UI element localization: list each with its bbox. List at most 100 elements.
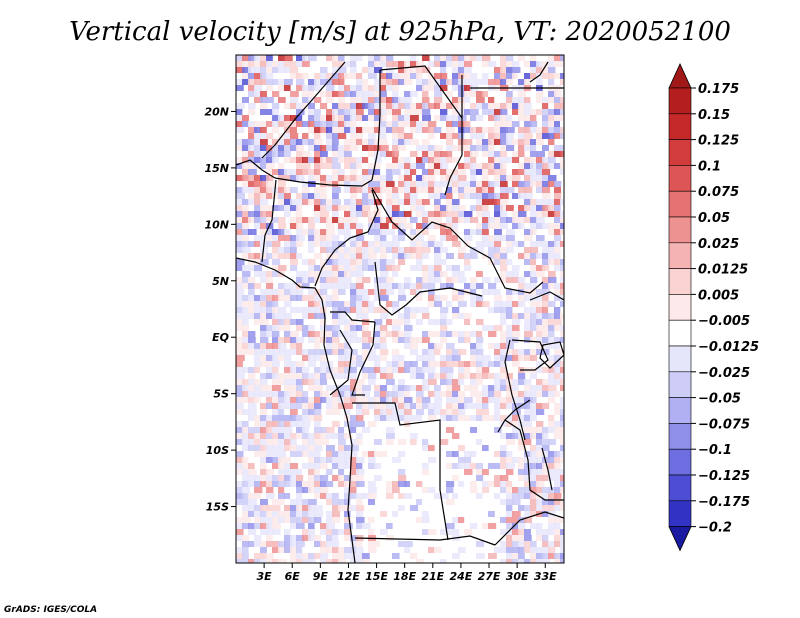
- field-cell: [254, 61, 263, 67]
- field-cell: [248, 127, 257, 133]
- field-cell: [284, 211, 291, 217]
- field-cell: [392, 307, 400, 313]
- field-cell: [332, 163, 341, 169]
- field-cell: [374, 157, 382, 163]
- field-cell: [290, 505, 299, 511]
- field-cell: [236, 115, 245, 121]
- field-cell: [440, 283, 448, 289]
- field-cell: [344, 385, 353, 391]
- field-cell: [530, 397, 537, 403]
- field-cell: [482, 73, 489, 79]
- field-cell: [368, 217, 376, 223]
- field-cell: [308, 223, 316, 229]
- field-cell: [542, 427, 549, 433]
- field-cell: [560, 553, 564, 559]
- field-cell: [458, 457, 466, 463]
- field-cell: [386, 331, 393, 337]
- field-cell: [548, 379, 556, 385]
- field-cell: [458, 379, 465, 385]
- field-cell: [416, 337, 425, 343]
- field-cell: [554, 553, 561, 559]
- field-cell: [410, 367, 419, 373]
- field-cell: [482, 229, 489, 235]
- field-cell: [446, 451, 455, 457]
- field-cell: [410, 199, 418, 205]
- field-cell: [272, 103, 280, 109]
- field-cell: [446, 145, 454, 151]
- field-cell: [500, 337, 508, 343]
- field-cell: [374, 403, 382, 409]
- field-cell: [500, 397, 509, 403]
- field-cell: [236, 535, 243, 541]
- field-cell: [350, 259, 357, 265]
- field-cell: [536, 217, 545, 223]
- field-cell: [524, 205, 533, 211]
- field-cell: [296, 547, 303, 553]
- field-cell: [350, 61, 357, 67]
- field-cell: [272, 121, 279, 127]
- field-cell: [428, 103, 437, 109]
- field-cell: [392, 319, 399, 325]
- field-cell: [302, 517, 311, 523]
- field-cell: [536, 265, 545, 271]
- field-cell: [272, 331, 280, 337]
- field-cell: [524, 313, 533, 319]
- field-cell: [338, 259, 345, 265]
- field-cell: [308, 241, 317, 247]
- field-cell: [398, 223, 406, 229]
- field-cell: [494, 241, 502, 247]
- field-cell: [476, 223, 485, 229]
- field-cell: [302, 349, 309, 355]
- field-cell: [536, 469, 545, 475]
- field-cell: [542, 535, 549, 541]
- field-cell: [266, 271, 273, 277]
- field-cell: [560, 289, 564, 295]
- field-cell: [326, 385, 335, 391]
- field-cell: [248, 259, 255, 265]
- field-cell: [410, 253, 417, 259]
- field-cell: [446, 487, 454, 493]
- field-cell: [476, 169, 483, 175]
- field-cell: [536, 271, 545, 277]
- field-cell: [554, 121, 561, 127]
- field-cell: [398, 295, 407, 301]
- field-cell: [548, 415, 555, 421]
- field-cell: [524, 145, 533, 151]
- field-cell: [260, 61, 269, 67]
- field-cell: [236, 391, 245, 397]
- field-cell: [398, 247, 407, 253]
- field-cell: [392, 157, 399, 163]
- field-cell: [332, 217, 340, 223]
- field-cell: [530, 415, 537, 421]
- field-cell: [326, 481, 334, 487]
- field-cell: [314, 157, 323, 163]
- field-cell: [308, 85, 317, 91]
- field-cell: [320, 289, 328, 295]
- field-cell: [320, 313, 327, 319]
- field-cell: [470, 301, 479, 307]
- field-cell: [284, 139, 291, 145]
- lat-tick-label: 5N: [212, 275, 229, 288]
- field-cell: [350, 469, 359, 475]
- field-cell: [434, 343, 443, 349]
- field-cell: [374, 439, 382, 445]
- field-cell: [422, 397, 431, 403]
- field-cell: [260, 295, 268, 301]
- field-cell: [254, 193, 263, 199]
- field-cell: [476, 367, 485, 373]
- field-cell: [284, 349, 291, 355]
- field-cell: [530, 301, 539, 307]
- field-cell: [356, 127, 364, 133]
- field-cell: [500, 499, 507, 505]
- field-cell: [392, 385, 399, 391]
- field-cell: [368, 241, 375, 247]
- field-cell: [506, 397, 514, 403]
- field-cell: [464, 217, 473, 223]
- field-cell: [326, 181, 333, 187]
- field-cell: [326, 331, 334, 337]
- field-cell: [362, 313, 369, 319]
- field-cell: [506, 373, 513, 379]
- field-cell: [458, 373, 466, 379]
- field-cell: [248, 367, 257, 373]
- field-cell: [356, 253, 363, 259]
